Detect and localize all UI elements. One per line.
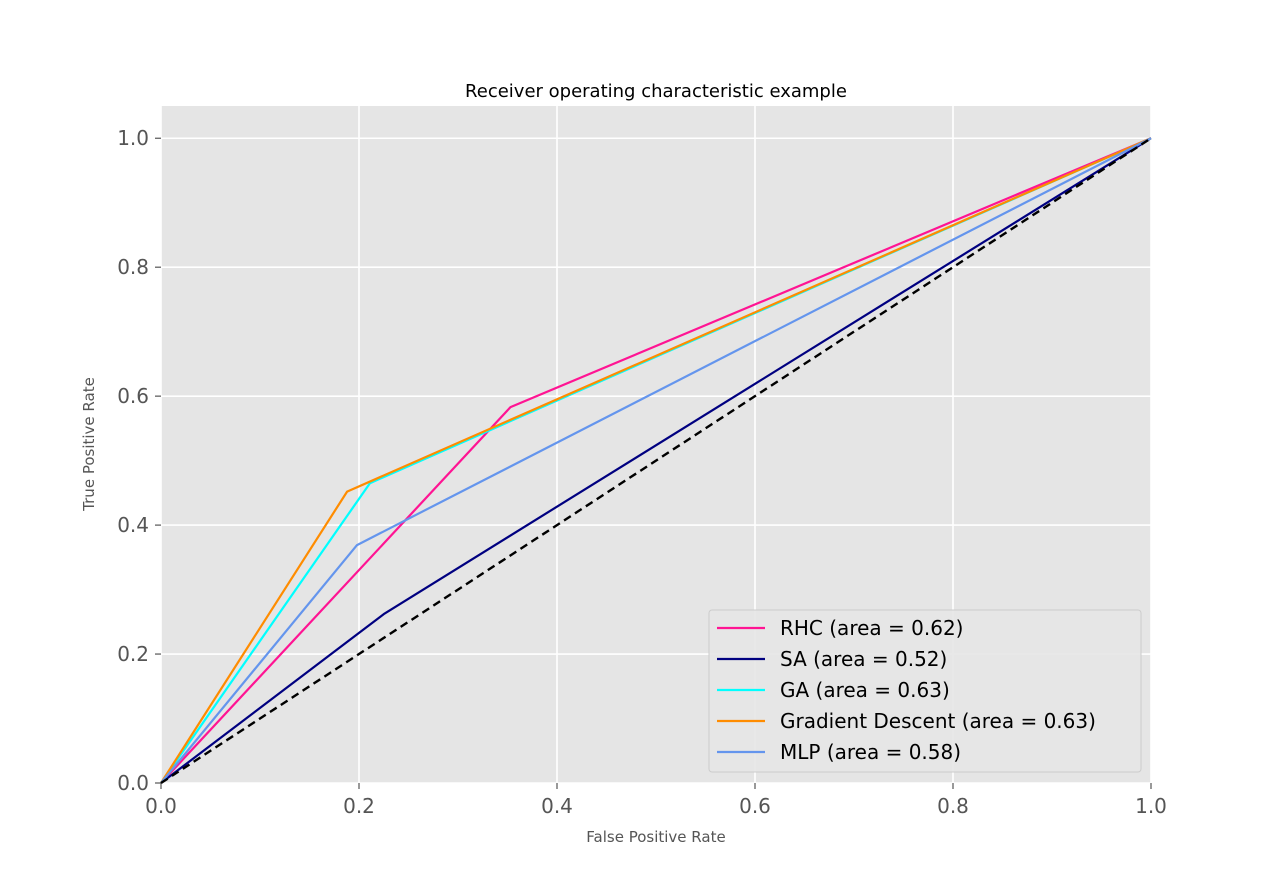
- series-line-1: [160, 137, 1152, 784]
- chart-title: Receiver operating characteristic exampl…: [465, 81, 847, 102]
- legend-box: [708, 609, 1142, 773]
- legend-label-0: RHC (area = 0.62): [780, 616, 963, 640]
- legend-label-1: SA (area = 0.52): [780, 647, 947, 671]
- legend-label-3: Gradient Descent (area = 0.63): [780, 709, 1096, 733]
- x-tick-label: 1.0: [1135, 794, 1167, 818]
- tick-labels: 0.0 0.2 0.4 0.6 0.8 1.0 0.0 0.2 0.4 0.6 0.8 1.0: [117, 126, 1167, 818]
- legend-label-4: MLP (area = 0.58): [780, 740, 961, 764]
- series-line-0: [160, 137, 1152, 784]
- x-tick-label: 0.6: [739, 794, 771, 818]
- y-tick-label: 0.0: [117, 771, 149, 795]
- x-axis-label: False Positive Rate: [586, 828, 725, 846]
- legend: RHC (area = 0.62) SA (area = 0.52) GA (are…: [708, 609, 1142, 773]
- x-tick-label: 0.8: [937, 794, 969, 818]
- y-tick-label: 0.2: [117, 642, 149, 666]
- y-tick-label: 0.6: [117, 384, 149, 408]
- y-tick-label: 1.0: [117, 126, 149, 150]
- series-line-3: [160, 137, 1152, 784]
- reference-diagonal-line: [160, 137, 1152, 785]
- x-tick-label: 0.4: [541, 794, 573, 818]
- series-layer: [160, 137, 1152, 785]
- tick-marks: [155, 137, 1152, 789]
- x-tick-label: 0.0: [145, 794, 177, 818]
- legend-label-2: GA (area = 0.63): [780, 678, 950, 702]
- y-tick-label: 0.8: [117, 255, 149, 279]
- series-line-4: [160, 137, 1152, 784]
- y-tick-label: 0.4: [117, 513, 149, 537]
- x-tick-label: 0.2: [343, 794, 375, 818]
- y-axis-label: True Positive Rate: [80, 377, 98, 512]
